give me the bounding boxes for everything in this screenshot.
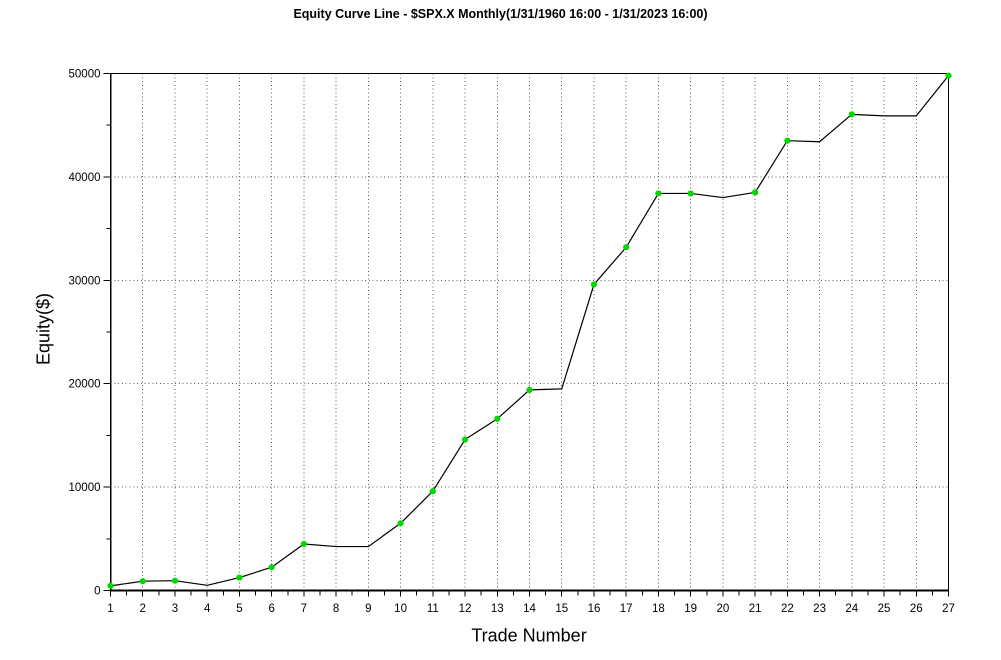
trade-marker — [268, 564, 275, 571]
x-tick-label: 11 — [427, 603, 439, 615]
x-tick-label: 12 — [459, 603, 472, 615]
chart-title: Equity Curve Line - $SPX.X Monthly(1/31/… — [293, 7, 708, 21]
trade-marker — [655, 190, 662, 197]
x-tick-label: 7 — [301, 603, 307, 615]
x-tick-label: 2 — [140, 603, 146, 615]
x-tick-label: 8 — [333, 603, 339, 615]
trade-marker — [590, 281, 598, 288]
trade-marker — [429, 488, 436, 495]
x-tick-label: 10 — [394, 603, 407, 615]
trade-marker — [300, 540, 307, 548]
x-tick-label: 21 — [749, 603, 762, 615]
y-tick-label: 20000 — [69, 379, 101, 391]
y-tick-label: 10000 — [69, 482, 101, 494]
trade-marker — [107, 582, 114, 589]
trade-marker — [139, 578, 146, 585]
x-tick-label: 25 — [878, 603, 891, 615]
x-tick-label: 19 — [684, 603, 697, 615]
trade-marker — [494, 415, 501, 422]
y-tick-label: 40000 — [69, 172, 101, 184]
x-tick-label: 5 — [236, 603, 242, 615]
trade-marker — [526, 386, 533, 394]
x-tick-label: 22 — [781, 603, 794, 615]
x-tick-label: 18 — [652, 603, 665, 615]
x-tick-label: 17 — [620, 603, 633, 615]
x-tick-label: 24 — [845, 603, 858, 615]
trade-marker — [397, 520, 404, 527]
equity-line — [110, 75, 949, 587]
x-tick-label: 20 — [716, 603, 729, 615]
trade-marker — [236, 574, 243, 581]
x-tick-label: 9 — [365, 603, 371, 615]
trade-marker — [848, 111, 855, 118]
trade-marker — [945, 72, 952, 79]
x-tick-label: 23 — [813, 603, 826, 615]
x-tick-label: 13 — [491, 603, 504, 615]
x-tick-label: 6 — [268, 603, 274, 615]
trade-marker — [687, 190, 694, 197]
trade-marker — [623, 244, 630, 251]
trade-marker — [784, 137, 791, 144]
x-tick-label: 26 — [910, 603, 923, 615]
trade-marker — [171, 577, 179, 584]
x-tick-label: 1 — [107, 603, 113, 615]
x-tick-label: 4 — [204, 603, 211, 615]
x-tick-label: 27 — [942, 603, 955, 615]
x-axis-title: Trade Number — [471, 625, 587, 646]
x-tick-label: 16 — [588, 603, 601, 615]
y-tick-label: 0 — [94, 586, 100, 598]
x-tick-label: 14 — [523, 603, 536, 615]
y-tick-label: 30000 — [69, 275, 101, 287]
trade-marker — [461, 436, 469, 443]
trade-marker — [752, 189, 759, 196]
y-tick-label: 50000 — [69, 69, 101, 81]
x-tick-label: 3 — [172, 603, 178, 615]
x-tick-label: 15 — [555, 603, 568, 615]
